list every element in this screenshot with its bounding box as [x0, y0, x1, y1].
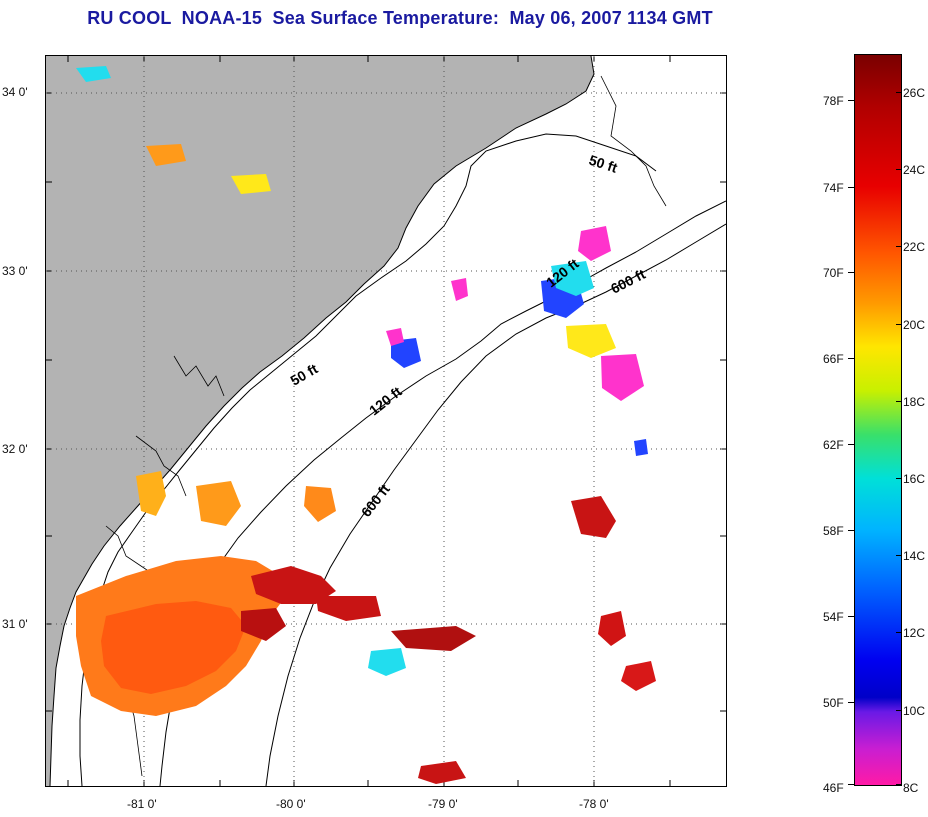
colorbar-label-24c: 24C — [903, 163, 926, 177]
colorbar-label-12c: 12C — [903, 626, 926, 640]
colorbar-label-74f: 74F — [823, 181, 844, 195]
longitude-label-78: -78 0' — [579, 797, 609, 811]
latitude-label-31: 31 0' — [2, 617, 28, 631]
colorbar-label-66f: 66F — [823, 352, 844, 366]
colorbar-label-46f: 46F — [823, 781, 844, 795]
colorbar-tick-78f — [848, 100, 854, 101]
colorbar-tick-24c — [896, 169, 902, 170]
colorbar-label-10c: 10C — [903, 704, 926, 718]
colorbar-label-20c: 20C — [903, 318, 926, 332]
colorbar-label-62f: 62F — [823, 438, 844, 452]
colorbar-tick-14c — [896, 555, 902, 556]
latitude-label-33: 33 0' — [2, 264, 28, 278]
sst-map: 50 ft 50 ft 120 ft 120 ft 600 ft 600 ft — [45, 55, 727, 787]
colorbar-label-22c: 22C — [903, 240, 926, 254]
latitude-label-34: 34 0' — [2, 85, 28, 99]
isobath-label-120ft-south: 120 ft — [366, 383, 405, 418]
colorbar-label-58f: 58F — [823, 524, 844, 538]
isobath-label-50ft-north: 50 ft — [587, 152, 620, 176]
colorbar-label-18c: 18C — [903, 395, 926, 409]
graticule — [46, 56, 726, 786]
colorbar-tick-10c — [896, 710, 902, 711]
temperature-colorbar — [854, 54, 902, 786]
colorbar-tick-20c — [896, 324, 902, 325]
marsh-outline — [85, 75, 667, 777]
longitude-label-81: -81 0' — [127, 797, 157, 811]
colorbar-tick-74f — [848, 187, 854, 188]
land-mass — [46, 56, 594, 786]
isobath-label-50ft-south: 50 ft — [288, 360, 321, 388]
colorbar-label-14c: 14C — [903, 549, 926, 563]
colorbar-tick-46f — [848, 784, 854, 785]
colorbar-tick-16c — [896, 478, 902, 479]
colorbar-tick-18c — [896, 401, 902, 402]
longitude-label-79: -79 0' — [428, 797, 458, 811]
colorbar-tick-26c — [896, 92, 902, 93]
colorbar-tick-22c — [896, 246, 902, 247]
isobath-600ft — [265, 223, 726, 786]
isobath-label-600ft-north: 600 ft — [608, 266, 648, 297]
colorbar-label-78f: 78F — [823, 94, 844, 108]
isobath-label-600ft-south: 600 ft — [358, 481, 393, 520]
sst-patches — [76, 66, 656, 784]
colorbar-tick-58f — [848, 530, 854, 531]
latitude-label-32: 32 0' — [2, 442, 28, 456]
colorbar-label-54f: 54F — [823, 610, 844, 624]
colorbar-tick-54f — [848, 616, 854, 617]
colorbar-label-8c: 8C — [903, 781, 919, 795]
colorbar-label-70f: 70F — [823, 266, 844, 280]
colorbar-tick-8c — [896, 784, 902, 785]
colorbar-label-16c: 16C — [903, 472, 926, 486]
colorbar-tick-70f — [848, 272, 854, 273]
colorbar-label-26c: 26C — [903, 86, 926, 100]
coastline — [49, 56, 595, 786]
colorbar-tick-66f — [848, 358, 854, 359]
colorbar-tick-50f — [848, 702, 854, 703]
map-title: RU COOL NOAA-15 Sea Surface Temperature:… — [87, 8, 713, 28]
colorbar-label-50f: 50F — [823, 696, 844, 710]
colorbar-tick-12c — [896, 632, 902, 633]
longitude-label-80: -80 0' — [276, 797, 306, 811]
colorbar-tick-62f — [848, 444, 854, 445]
